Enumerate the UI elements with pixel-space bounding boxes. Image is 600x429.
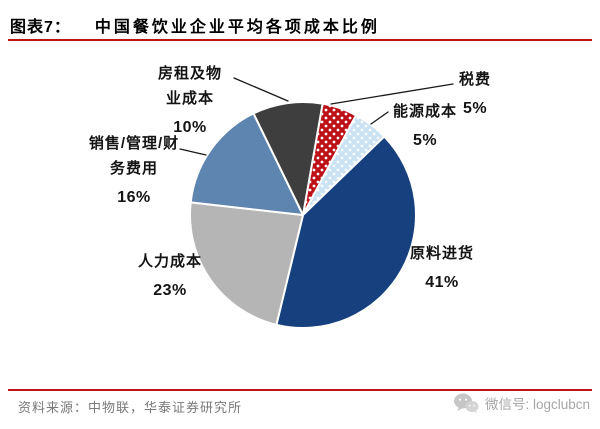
slice-label-raw-materials: 原料进货 41%	[394, 242, 490, 296]
slice-label-text: 原料进货	[409, 245, 474, 262]
leader-line-energy	[370, 111, 389, 125]
slice-label-taxes: 税费 5%	[444, 68, 506, 122]
pie-slice-labor	[189, 201, 304, 326]
leader-line-taxes	[330, 83, 454, 105]
leader-line-sales-admin-finance	[179, 148, 207, 156]
figure-title: 中国餐饮业企业平均各项成本比例	[94, 19, 380, 36]
slice-label-sales-admin-finance: 销售/管理/财 务费用 16%	[76, 132, 192, 211]
slice-label-percent: 23%	[153, 281, 187, 299]
slice-label-labor: 人力成本 23%	[118, 250, 222, 304]
figure-label: 图表7：	[10, 19, 71, 36]
slice-label-text: 销售/管理/财 务费用	[88, 135, 180, 177]
slice-label-text: 税费	[458, 71, 491, 88]
wechat-id: 微信号: logclubcn	[484, 397, 590, 412]
slice-label-percent: 16%	[117, 188, 151, 206]
figure-header: 图表7： 中国餐饮业企业平均各项成本比例	[10, 13, 380, 37]
slice-label-percent: 41%	[425, 273, 459, 291]
slice-label-text: 人力成本	[137, 253, 202, 270]
slice-label-rent-property: 房租及物 业成本 10%	[138, 62, 242, 141]
source-text: 资料来源：中物联，华泰证券研究所	[18, 400, 243, 415]
leader-line-rent-property	[233, 77, 289, 102]
slice-label-percent: 5%	[462, 99, 488, 117]
pie-slice-rent-property	[252, 101, 324, 216]
slice-label-percent: 10%	[173, 118, 207, 136]
pie-slice-raw-materials	[275, 135, 417, 329]
slice-label-percent: 5%	[412, 131, 438, 149]
pie-slice-sales-admin-finance	[189, 112, 304, 216]
slice-label-text: 房租及物 业成本	[157, 65, 222, 107]
title-rule	[8, 39, 592, 41]
footer-rule	[8, 389, 592, 391]
wechat-icon	[453, 393, 479, 414]
slice-label-text: 能源成本	[392, 103, 457, 120]
wechat-badge: 微信号: logclubcn	[453, 392, 590, 414]
slice-label-energy: 能源成本 5%	[382, 100, 468, 154]
